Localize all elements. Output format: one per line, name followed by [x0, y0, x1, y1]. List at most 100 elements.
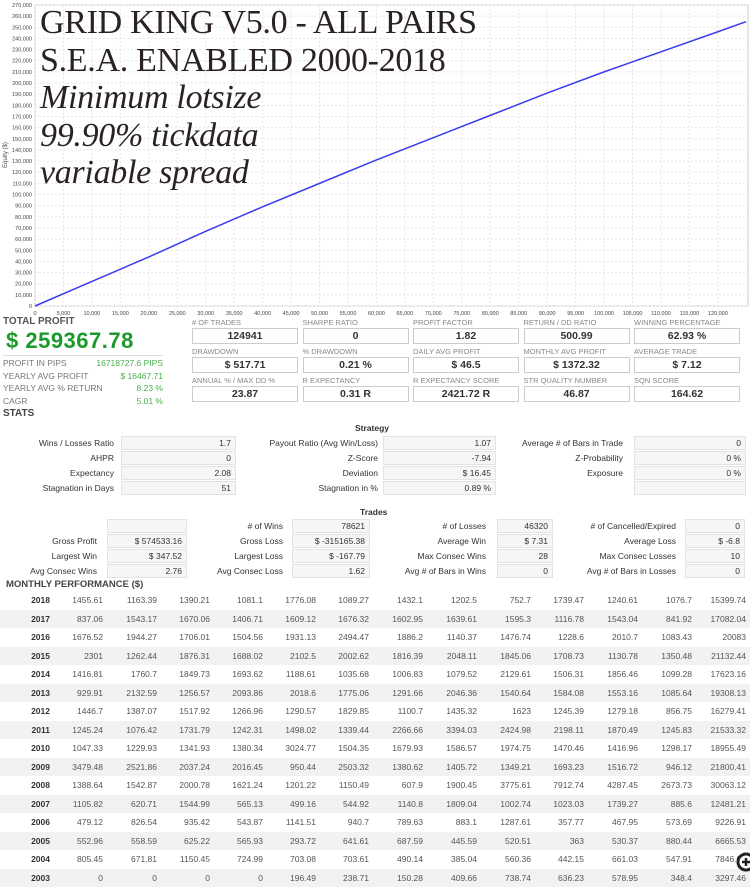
- month-cell: 620.71: [131, 798, 157, 809]
- month-cell: 1676.52: [72, 632, 103, 642]
- month-cell: 1202.5: [451, 595, 477, 605]
- y-tick-label: 0: [29, 304, 32, 310]
- month-cell: 841.92: [666, 613, 692, 624]
- month-cell: 1739.47: [553, 595, 584, 605]
- month-cell: 1760.7: [131, 669, 157, 679]
- month-cell: 1240.61: [607, 595, 638, 605]
- month-cell: 409.66: [451, 872, 477, 883]
- month-cell: 1731.79: [179, 724, 210, 735]
- month-cell: 4287.45: [607, 780, 638, 790]
- month-cell: 1670.06: [179, 613, 210, 624]
- month-cell: 1150.49: [338, 780, 369, 790]
- month-cell: 2301: [84, 650, 103, 661]
- total-profit-value: $ 259367.78: [6, 328, 134, 353]
- month-cell: 929.91: [77, 687, 103, 698]
- month-cell: 1229.93: [126, 743, 157, 753]
- month-cell: 1739.27: [607, 798, 638, 809]
- y-tick-label: 40,000: [15, 259, 32, 265]
- table-row: 2006 479.12 826.54 935.42 543.87 1141.51 940.7…: [0, 813, 750, 832]
- table-row: 2015 2301 1262.44 1876.31 1688.02 2102.5 2002.…: [0, 646, 750, 665]
- trades-value: $ 347.52: [107, 549, 187, 563]
- year-total-cell: 15399.74: [710, 595, 746, 605]
- month-cell: 1116.78: [554, 613, 584, 624]
- x-tick-label: 10,000: [83, 311, 100, 317]
- month-cell: 752.7: [509, 595, 531, 605]
- stats-heading: STATS: [3, 408, 35, 419]
- month-cell: 1584.08: [553, 687, 584, 698]
- month-cell: 1141.51: [285, 817, 316, 827]
- month-cell: 1380.34: [232, 743, 263, 753]
- month-cell: 1506.31: [553, 669, 584, 679]
- month-cell: 1602.95: [392, 613, 423, 624]
- month-cell: 1435.32: [446, 706, 477, 716]
- month-cell: 1291.66: [392, 687, 423, 698]
- year-cell: 2010: [31, 743, 50, 753]
- month-cell: 1455.61: [72, 595, 103, 605]
- year-total-cell: 12481.21: [710, 798, 746, 809]
- kpi-label: R EXPECTANCY: [302, 376, 361, 385]
- month-cell: 0: [152, 872, 157, 883]
- year-cell: 2013: [31, 687, 50, 698]
- month-cell: 490.14: [397, 854, 423, 864]
- kpi-label: ANNUAL % / MAX DD %: [192, 376, 276, 385]
- month-cell: 2037.24: [179, 761, 210, 772]
- y-tick-label: 220,000: [12, 59, 32, 65]
- strategy-value: 0 %: [634, 466, 746, 480]
- year-cell: 2012: [31, 706, 50, 716]
- month-cell: 1776.08: [285, 595, 316, 605]
- month-cell: 1639.61: [446, 613, 477, 624]
- kpi-value: 2421.72 R: [413, 386, 519, 402]
- trades-label: Largest Loss: [234, 551, 283, 561]
- y-tick-label: 200,000: [12, 81, 32, 87]
- x-tick-label: 30,000: [197, 311, 214, 317]
- zoom-in-icon[interactable]: [736, 852, 750, 878]
- kpi-label: # OF TRADES: [192, 318, 242, 327]
- month-cell: 1595.3: [505, 613, 531, 624]
- table-row: 2003 0 0 0 0 196.49 238.71 150.28 409.66 738.74 63…: [0, 868, 750, 887]
- month-cell: 1586.57: [446, 743, 477, 753]
- month-cell: 1290.57: [285, 706, 316, 716]
- table-row: 2017 837.06 1543.17 1670.06 1406.71 1609.12 16…: [0, 609, 750, 628]
- month-cell: 1775.06: [338, 687, 369, 698]
- month-cell: 661.03: [612, 854, 638, 864]
- kpi-label: DAILY AVG PROFIT: [413, 347, 481, 356]
- y-tick-label: 210,000: [12, 70, 32, 76]
- title-line: S.E.A. ENABLED 2000-2018: [40, 41, 446, 79]
- trades-label: Avg # of Bars in Wins: [404, 566, 486, 576]
- y-tick-label: 140,000: [12, 148, 32, 154]
- x-tick-label: 115,000: [680, 311, 699, 317]
- month-cell: 1542.87: [126, 780, 157, 790]
- month-cell: 1339.44: [338, 724, 369, 735]
- summary-label: YEARLY AVG PROFIT: [3, 370, 89, 381]
- plot-area: [34, 4, 749, 307]
- month-cell: 1416.81: [72, 669, 103, 679]
- y-tick-label: 90,000: [15, 204, 32, 210]
- kpi-card: DRAWDOWN $ 517.71: [192, 347, 298, 373]
- x-tick-label: 25,000: [169, 311, 186, 317]
- strategy-value: 0.89 %: [383, 481, 496, 495]
- x-tick-label: 50,000: [311, 311, 328, 317]
- month-cell: 1083.43: [661, 632, 692, 642]
- year-cell: 2004: [31, 854, 50, 864]
- year-cell: 2014: [31, 669, 50, 679]
- month-cell: 3394.03: [446, 724, 477, 735]
- month-cell: 578.95: [612, 872, 638, 883]
- month-cell: 1432.1: [397, 595, 423, 605]
- month-cell: 1076.7: [666, 595, 692, 605]
- equity-line: [34, 21, 747, 307]
- total-profit-label: TOTAL PROFIT: [3, 316, 75, 327]
- trades-value: 46320: [497, 519, 553, 533]
- month-cell: 558.59: [131, 835, 157, 846]
- kpi-value: $ 7.12: [634, 357, 740, 373]
- monthly-performance-heading: MONTHLY PERFORMANCE ($): [6, 579, 144, 590]
- table-row: 2018 1455.61 1163.39 1390.21 1081.1 1776.08 10…: [0, 591, 750, 610]
- x-tick-label: 20,000: [140, 311, 157, 317]
- month-cell: 2198.11: [553, 724, 584, 735]
- month-cell: 2494.47: [338, 632, 369, 642]
- month-cell: 467.95: [612, 817, 638, 827]
- kpi-value: 500.99: [523, 328, 630, 344]
- strategy-value: 1.07: [383, 436, 496, 450]
- month-cell: 1023.03: [553, 798, 584, 809]
- y-tick-label: 50,000: [15, 248, 32, 254]
- x-tick-label: 40,000: [254, 311, 271, 317]
